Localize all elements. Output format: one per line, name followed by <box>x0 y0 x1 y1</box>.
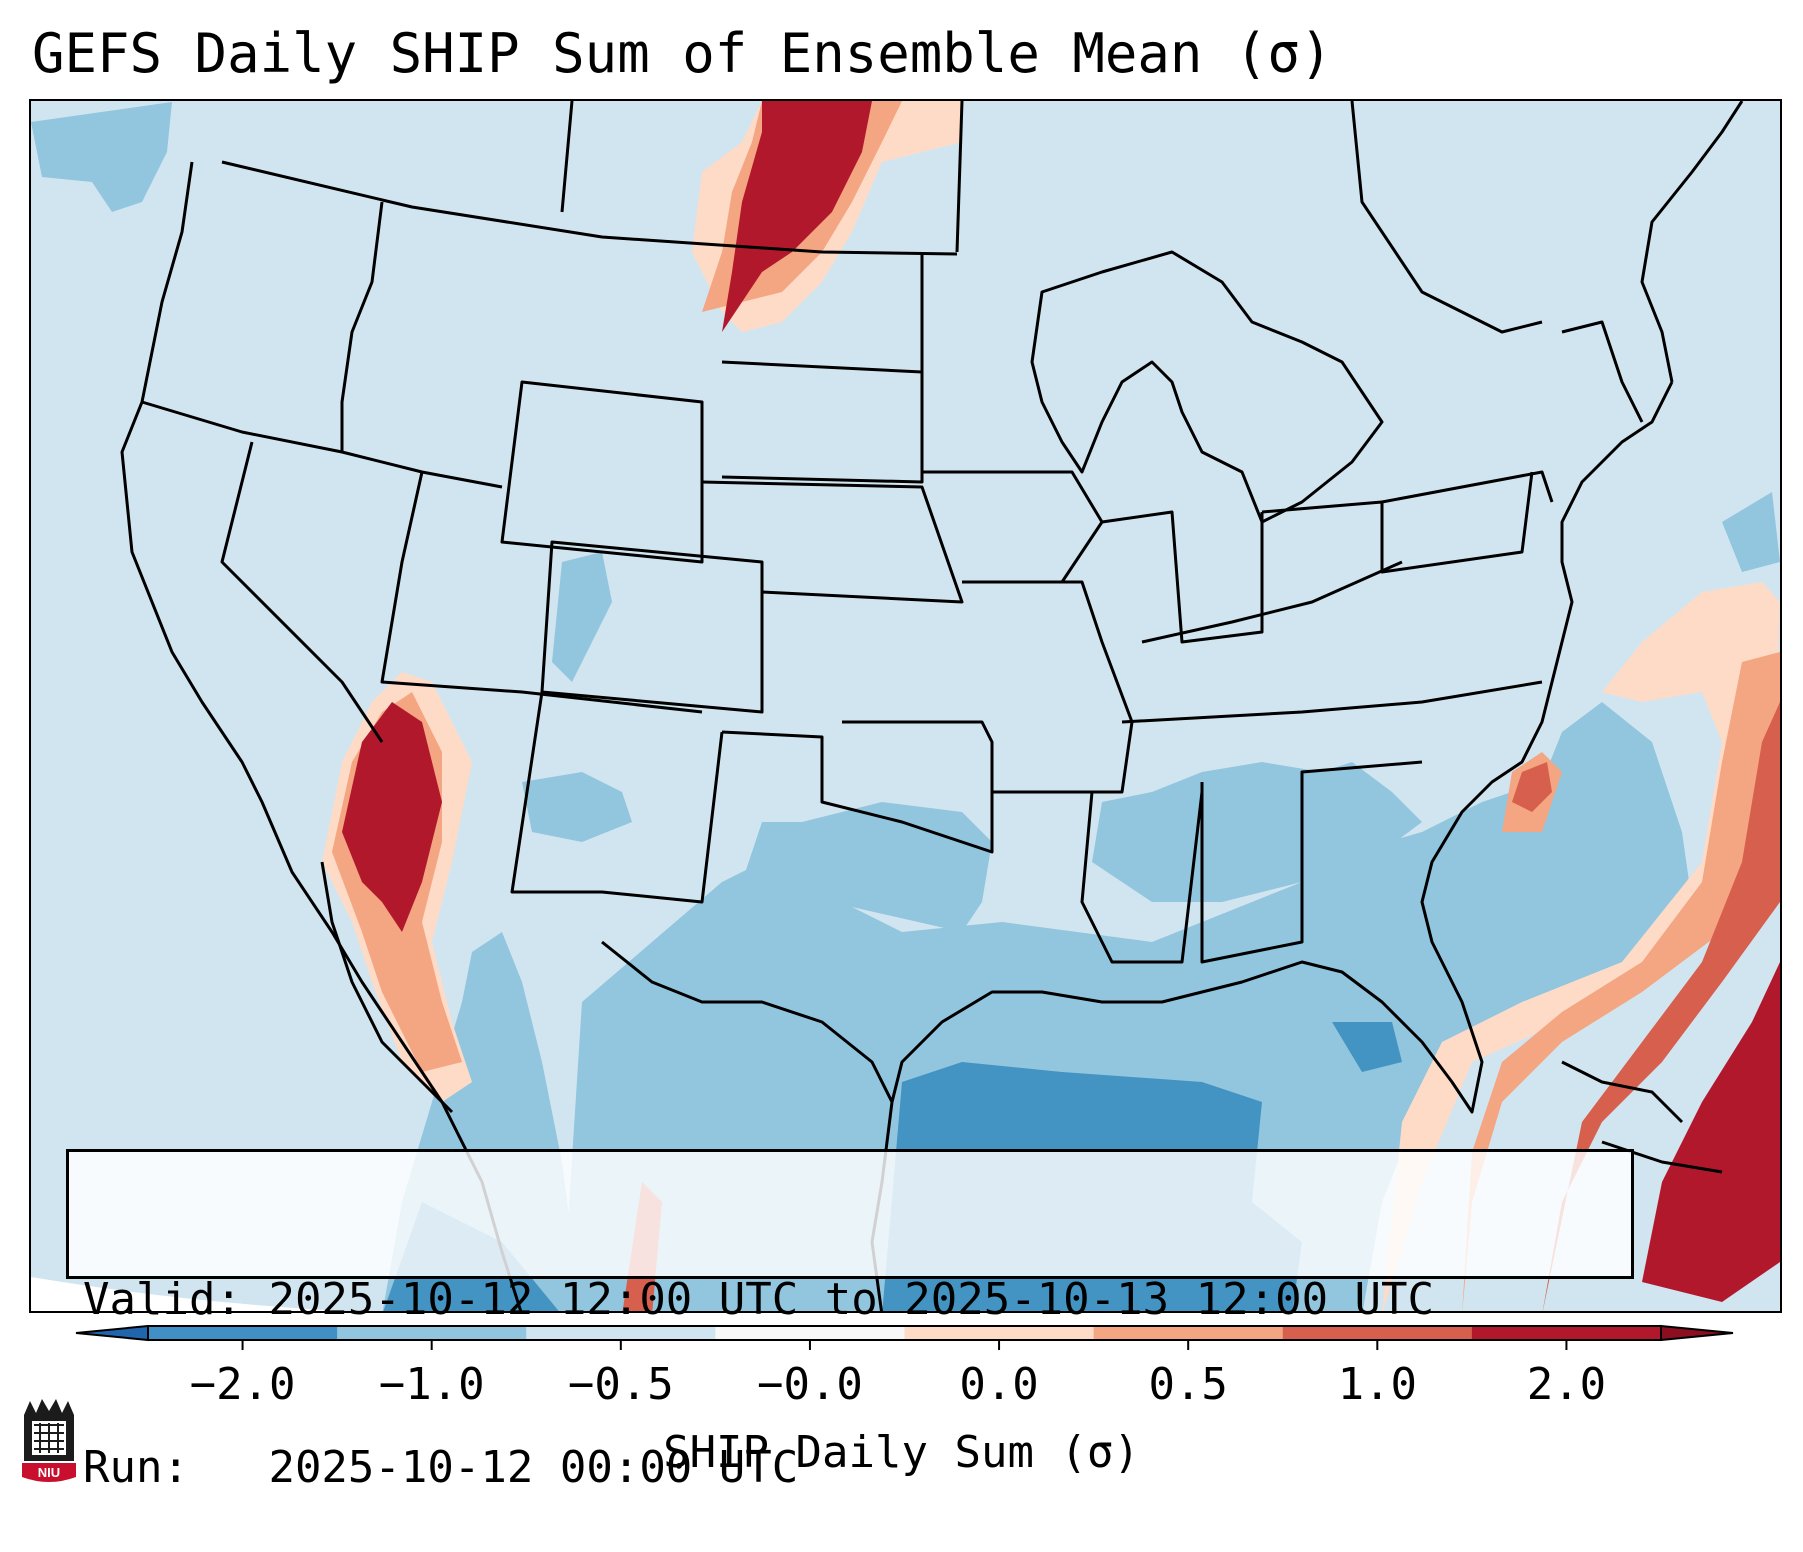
colorbar-over-arrow <box>1660 1324 1734 1342</box>
anomaly-region-texas-south <box>742 802 992 932</box>
logo-text: NIU <box>38 1465 60 1480</box>
map-panel <box>29 99 1782 1313</box>
canada-ne <box>1350 101 1543 334</box>
validity-info-box: Valid: 2025-10-12 12:00 UTC to 2025-10-1… <box>66 1149 1634 1493</box>
bahamas-islands <box>1561 1060 1723 1174</box>
colorbar-tick-label: −0.0 <box>756 1359 863 1410</box>
valid-value: 2025-10-12 12:00 UTC to 2025-10-13 12:00… <box>268 1274 1435 1325</box>
state-ut-co <box>380 471 703 714</box>
anomaly-region-atlantic-max <box>1642 962 1780 1302</box>
state-ny-pa <box>1381 470 1554 504</box>
anomaly-region-plains-high <box>722 101 872 332</box>
colorbar-tick-label: −1.0 <box>378 1359 485 1410</box>
gulf-coast-east <box>890 381 1674 1114</box>
anomaly-region-atlantic-ne <box>1722 492 1780 572</box>
anomaly-region-florida <box>1332 1022 1402 1072</box>
state-tn-ky <box>1121 680 1543 724</box>
northeast-coast <box>1640 101 1744 383</box>
state-al-ga <box>1200 760 1423 964</box>
state-ok-tx <box>721 720 994 854</box>
state-ne-ks <box>701 480 964 604</box>
anomaly-region-new-mexico <box>522 772 632 842</box>
state-co <box>540 540 764 714</box>
colorbar-tick-label: 2.0 <box>1526 1359 1607 1410</box>
anomaly-region-pacific-nw <box>31 102 172 212</box>
state-oh-pa <box>1261 471 1534 574</box>
run-line: Run: 2025-10-12 00:00 UTC <box>83 1440 1617 1496</box>
state-ky-oh <box>1141 560 1403 644</box>
anomaly-region-atlantic-light <box>1382 582 1780 1311</box>
state-wy <box>500 380 704 564</box>
colorbar-tick-label: 1.0 <box>1337 1359 1418 1410</box>
state-id-mt <box>340 201 384 452</box>
great-lakes-outline <box>1030 250 1384 524</box>
state-il-in <box>1101 510 1264 644</box>
colorbar-label: SHIP Daily Sum (σ) <box>663 1427 1140 1478</box>
us-canada-border-west <box>221 160 958 256</box>
run-value: 2025-10-12 00:00 UTC <box>268 1442 799 1493</box>
state-la-ms <box>1080 791 1204 964</box>
state-az-nm <box>510 691 724 904</box>
valid-line: Valid: 2025-10-12 12:00 UTC to 2025-10-1… <box>83 1272 1617 1328</box>
anomaly-region-carolina-high <box>1512 762 1552 812</box>
canada-mid <box>560 101 964 253</box>
colorbar-tick-label: −0.5 <box>567 1359 674 1410</box>
colorbar-tick-label: 0.0 <box>959 1359 1039 1410</box>
positive-anomaly-layer <box>322 101 1780 1311</box>
colorbar-tick-label: 0.5 <box>1148 1359 1228 1410</box>
state-new-england <box>1561 320 1644 423</box>
valid-label: Valid: <box>83 1274 242 1325</box>
anomaly-region-atlantic-mid <box>1462 652 1780 1311</box>
baja-coast <box>320 861 454 1114</box>
state-mo-ar <box>962 580 1134 794</box>
anomaly-region-colorado <box>552 552 612 682</box>
run-label: Run: <box>83 1442 189 1493</box>
state-mn-ia <box>920 252 1104 583</box>
niu-logo: NIU <box>22 1399 76 1482</box>
west-coast <box>120 161 523 1311</box>
anomaly-region-southwest-high <box>342 702 442 932</box>
boundary-lines <box>120 101 1744 1311</box>
colorbar-tick-label: −2.0 <box>189 1359 296 1410</box>
projection-edge <box>31 1277 343 1311</box>
map-title: GEFS Daily SHIP Sum of Ensemble Mean (σ) <box>32 22 1333 85</box>
anomaly-region-southeast <box>1092 762 1422 902</box>
state-nv-ut <box>220 441 384 743</box>
